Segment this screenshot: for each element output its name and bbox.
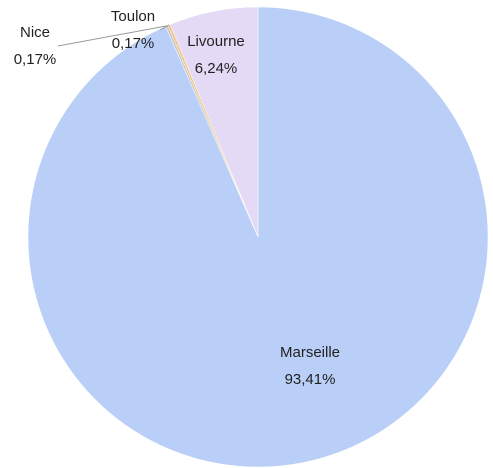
slice-value-label: 0,17% [112, 35, 155, 52]
pie-slice [169, 6, 259, 238]
slice-label: Marseille [280, 344, 340, 361]
leader-line [159, 24, 170, 31]
leader-line [57, 25, 167, 47]
slice-label: Livourne [187, 33, 245, 50]
slice-label: Nice [20, 24, 50, 41]
slice-value-label: 93,41% [285, 371, 336, 388]
slice-value-label: 6,24% [195, 60, 238, 77]
slice-label: Toulon [111, 8, 155, 25]
slice-value-label: 0,17% [14, 51, 57, 68]
